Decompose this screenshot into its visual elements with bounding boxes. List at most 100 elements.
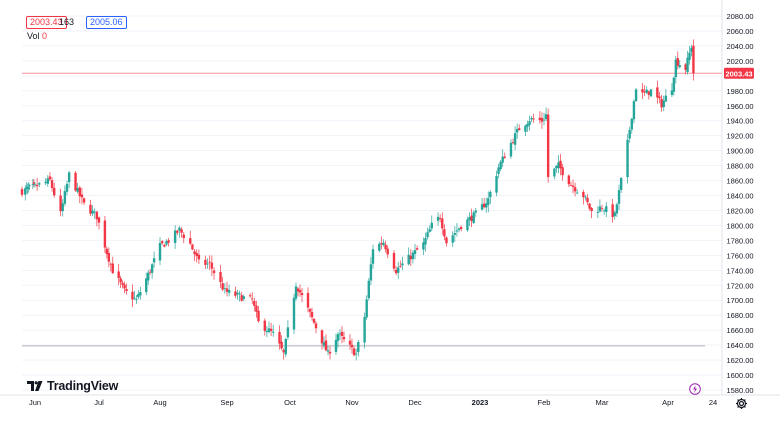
candle-up[interactable] xyxy=(484,203,488,208)
gear-icon[interactable] xyxy=(735,397,748,410)
candle-down[interactable] xyxy=(263,320,266,331)
candle-up[interactable] xyxy=(575,192,579,194)
candle-down[interactable] xyxy=(586,197,589,203)
candle-up[interactable] xyxy=(334,339,338,352)
candle-down[interactable] xyxy=(280,341,283,349)
candle-up[interactable] xyxy=(530,118,533,120)
candle-down[interactable] xyxy=(163,244,166,247)
candle-down[interactable] xyxy=(384,244,387,250)
candle-up[interactable] xyxy=(294,286,298,299)
candle-down[interactable] xyxy=(219,272,222,283)
candle-up[interactable] xyxy=(135,299,138,300)
candle-down[interactable] xyxy=(78,187,81,197)
candle-up[interactable] xyxy=(178,227,181,231)
candle-down[interactable] xyxy=(191,244,194,250)
candle-up[interactable] xyxy=(336,334,340,341)
candle-down[interactable] xyxy=(600,207,604,209)
candle-down[interactable] xyxy=(97,217,101,223)
candle-up[interactable] xyxy=(267,328,271,333)
candle-up[interactable] xyxy=(472,212,475,223)
candle-up[interactable] xyxy=(426,232,429,238)
candle-up[interactable] xyxy=(67,172,71,183)
candle-up[interactable] xyxy=(480,204,484,210)
candle-down[interactable] xyxy=(296,288,300,292)
candle-down[interactable] xyxy=(320,330,324,344)
candles-layer[interactable] xyxy=(20,39,695,361)
candle-down[interactable] xyxy=(394,269,398,274)
candle-down[interactable] xyxy=(119,278,122,283)
candle-down[interactable] xyxy=(511,142,515,144)
candle-down[interactable] xyxy=(148,271,152,273)
candle-down[interactable] xyxy=(197,254,201,260)
candle-down[interactable] xyxy=(80,194,84,198)
candle-down[interactable] xyxy=(182,234,185,239)
ask-price-tag[interactable]: 2005.06 xyxy=(86,16,127,29)
candle-up[interactable] xyxy=(93,211,96,213)
candle-down[interactable] xyxy=(314,323,318,329)
candle-up[interactable] xyxy=(322,342,326,346)
candle-up[interactable] xyxy=(584,196,587,198)
candle-up[interactable] xyxy=(265,330,269,333)
candle-down[interactable] xyxy=(482,203,486,208)
candle-up[interactable] xyxy=(634,89,638,102)
candle-up[interactable] xyxy=(33,184,37,185)
candle-down[interactable] xyxy=(210,262,214,269)
candle-up[interactable] xyxy=(61,203,64,212)
candle-up[interactable] xyxy=(424,238,427,245)
candle-down[interactable] xyxy=(306,292,310,308)
candle-down[interactable] xyxy=(324,340,328,351)
candle-down[interactable] xyxy=(559,160,562,169)
candle-up[interactable] xyxy=(526,123,529,127)
candle-down[interactable] xyxy=(676,58,679,66)
candle-down[interactable] xyxy=(50,180,54,188)
candle-up[interactable] xyxy=(365,299,368,318)
candle-up[interactable] xyxy=(76,187,79,192)
candle-down[interactable] xyxy=(269,328,273,331)
candle-up[interactable] xyxy=(326,350,330,352)
candle-down[interactable] xyxy=(660,98,663,108)
candle-down[interactable] xyxy=(300,293,304,296)
candle-down[interactable] xyxy=(257,310,260,322)
candle-up[interactable] xyxy=(27,187,30,189)
candle-down[interactable] xyxy=(582,191,585,198)
candle-down[interactable] xyxy=(459,226,463,229)
candle-up[interactable] xyxy=(430,222,433,229)
candle-up[interactable] xyxy=(515,129,519,133)
candle-down[interactable] xyxy=(208,261,211,263)
candle-down[interactable] xyxy=(588,203,591,209)
candle-down[interactable] xyxy=(647,91,651,95)
candle-down[interactable] xyxy=(571,185,575,187)
candle-up[interactable] xyxy=(524,125,527,132)
candle-down[interactable] xyxy=(109,263,113,265)
candle-down[interactable] xyxy=(438,218,442,219)
candle-down[interactable] xyxy=(59,195,62,212)
candle-down[interactable] xyxy=(298,289,302,293)
candle-down[interactable] xyxy=(350,344,354,348)
candle-up[interactable] xyxy=(528,121,531,126)
candle-down[interactable] xyxy=(48,176,52,180)
candle-down[interactable] xyxy=(103,220,107,248)
candle-up[interactable] xyxy=(31,184,35,185)
candle-down[interactable] xyxy=(221,283,224,290)
candle-down[interactable] xyxy=(225,288,229,292)
candle-down[interactable] xyxy=(53,187,56,196)
candle-down[interactable] xyxy=(538,117,542,121)
candle-down[interactable] xyxy=(342,336,346,340)
candle-down[interactable] xyxy=(195,252,198,257)
candle-up[interactable] xyxy=(686,57,689,73)
candle-down[interactable] xyxy=(74,172,77,191)
candle-down[interactable] xyxy=(415,248,419,250)
candle-up[interactable] xyxy=(474,210,478,213)
candle-up[interactable] xyxy=(357,342,360,353)
candle-down[interactable] xyxy=(380,243,383,245)
candle-up[interactable] xyxy=(413,250,417,255)
candle-down[interactable] xyxy=(569,185,573,186)
candle-down[interactable] xyxy=(443,229,446,237)
candle-up[interactable] xyxy=(238,293,241,295)
candle-up[interactable] xyxy=(38,183,41,185)
candle-down[interactable] xyxy=(532,118,535,120)
candle-up[interactable] xyxy=(378,243,381,251)
candle-down[interactable] xyxy=(193,251,196,255)
candle-up[interactable] xyxy=(619,177,623,190)
